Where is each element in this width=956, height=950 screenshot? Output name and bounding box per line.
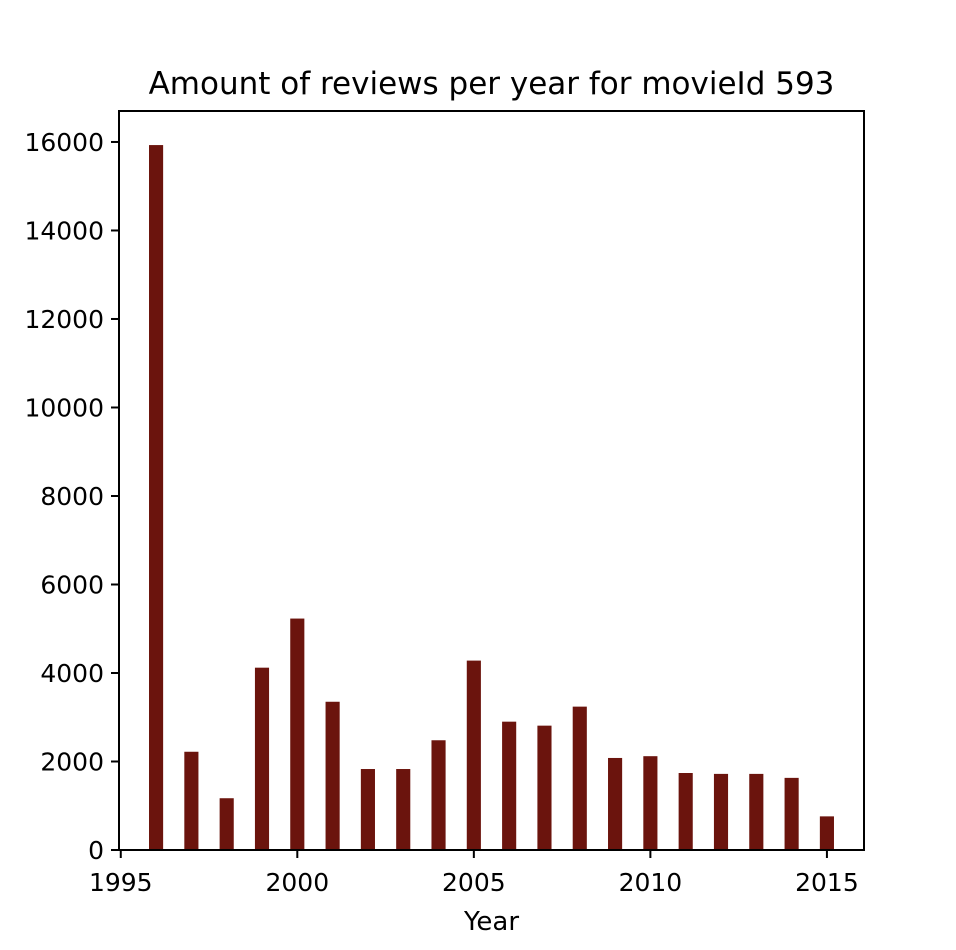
y-tick-label: 6000	[40, 570, 104, 599]
bar-2013	[749, 773, 764, 850]
y-tick-label: 2000	[40, 747, 104, 776]
bar-2001	[325, 701, 340, 850]
x-tick-label: 2000	[265, 868, 329, 897]
y-tick-label: 8000	[40, 482, 104, 511]
y-tick-label: 14000	[24, 216, 104, 245]
plot-frame	[118, 110, 865, 851]
bar-1997	[184, 751, 199, 850]
y-axis: 0 2000 4000 6000 8000 10000 12000 14000 16000	[24, 128, 119, 865]
bar-1998	[219, 798, 234, 850]
x-axis: 1995 2000 2005 2010 2015	[89, 850, 859, 897]
bar-2002	[360, 769, 375, 850]
bar-series	[149, 145, 834, 850]
x-axis-label: Year	[463, 907, 519, 937]
bar-2007	[537, 725, 552, 850]
y-tick-label: 16000	[24, 128, 104, 157]
bar-2009	[608, 757, 623, 850]
bar-2014	[784, 777, 799, 850]
y-tick-label: 0	[88, 836, 104, 865]
x-tick-label: 2015	[795, 868, 859, 897]
bar-1996	[149, 145, 164, 850]
bar-2004	[431, 740, 446, 850]
y-tick-label: 4000	[40, 659, 104, 688]
bar-2015	[819, 816, 834, 850]
bar-2005	[466, 660, 481, 850]
bar-1999	[254, 667, 270, 850]
chart-title: Amount of reviews per year for movieId 5…	[149, 66, 835, 102]
bar-2012	[713, 773, 729, 850]
x-tick-label: 2010	[619, 868, 683, 897]
bar-2011	[678, 773, 693, 850]
bar-2003	[396, 769, 411, 850]
bar-2010	[643, 756, 658, 850]
bar-2008	[572, 706, 587, 850]
bar-2000	[290, 618, 305, 850]
y-tick-label: 12000	[24, 305, 104, 334]
x-tick-label: 1995	[89, 868, 153, 897]
y-tick-label: 10000	[24, 393, 104, 422]
bar-2006	[502, 721, 517, 850]
x-tick-label: 2005	[442, 868, 506, 897]
